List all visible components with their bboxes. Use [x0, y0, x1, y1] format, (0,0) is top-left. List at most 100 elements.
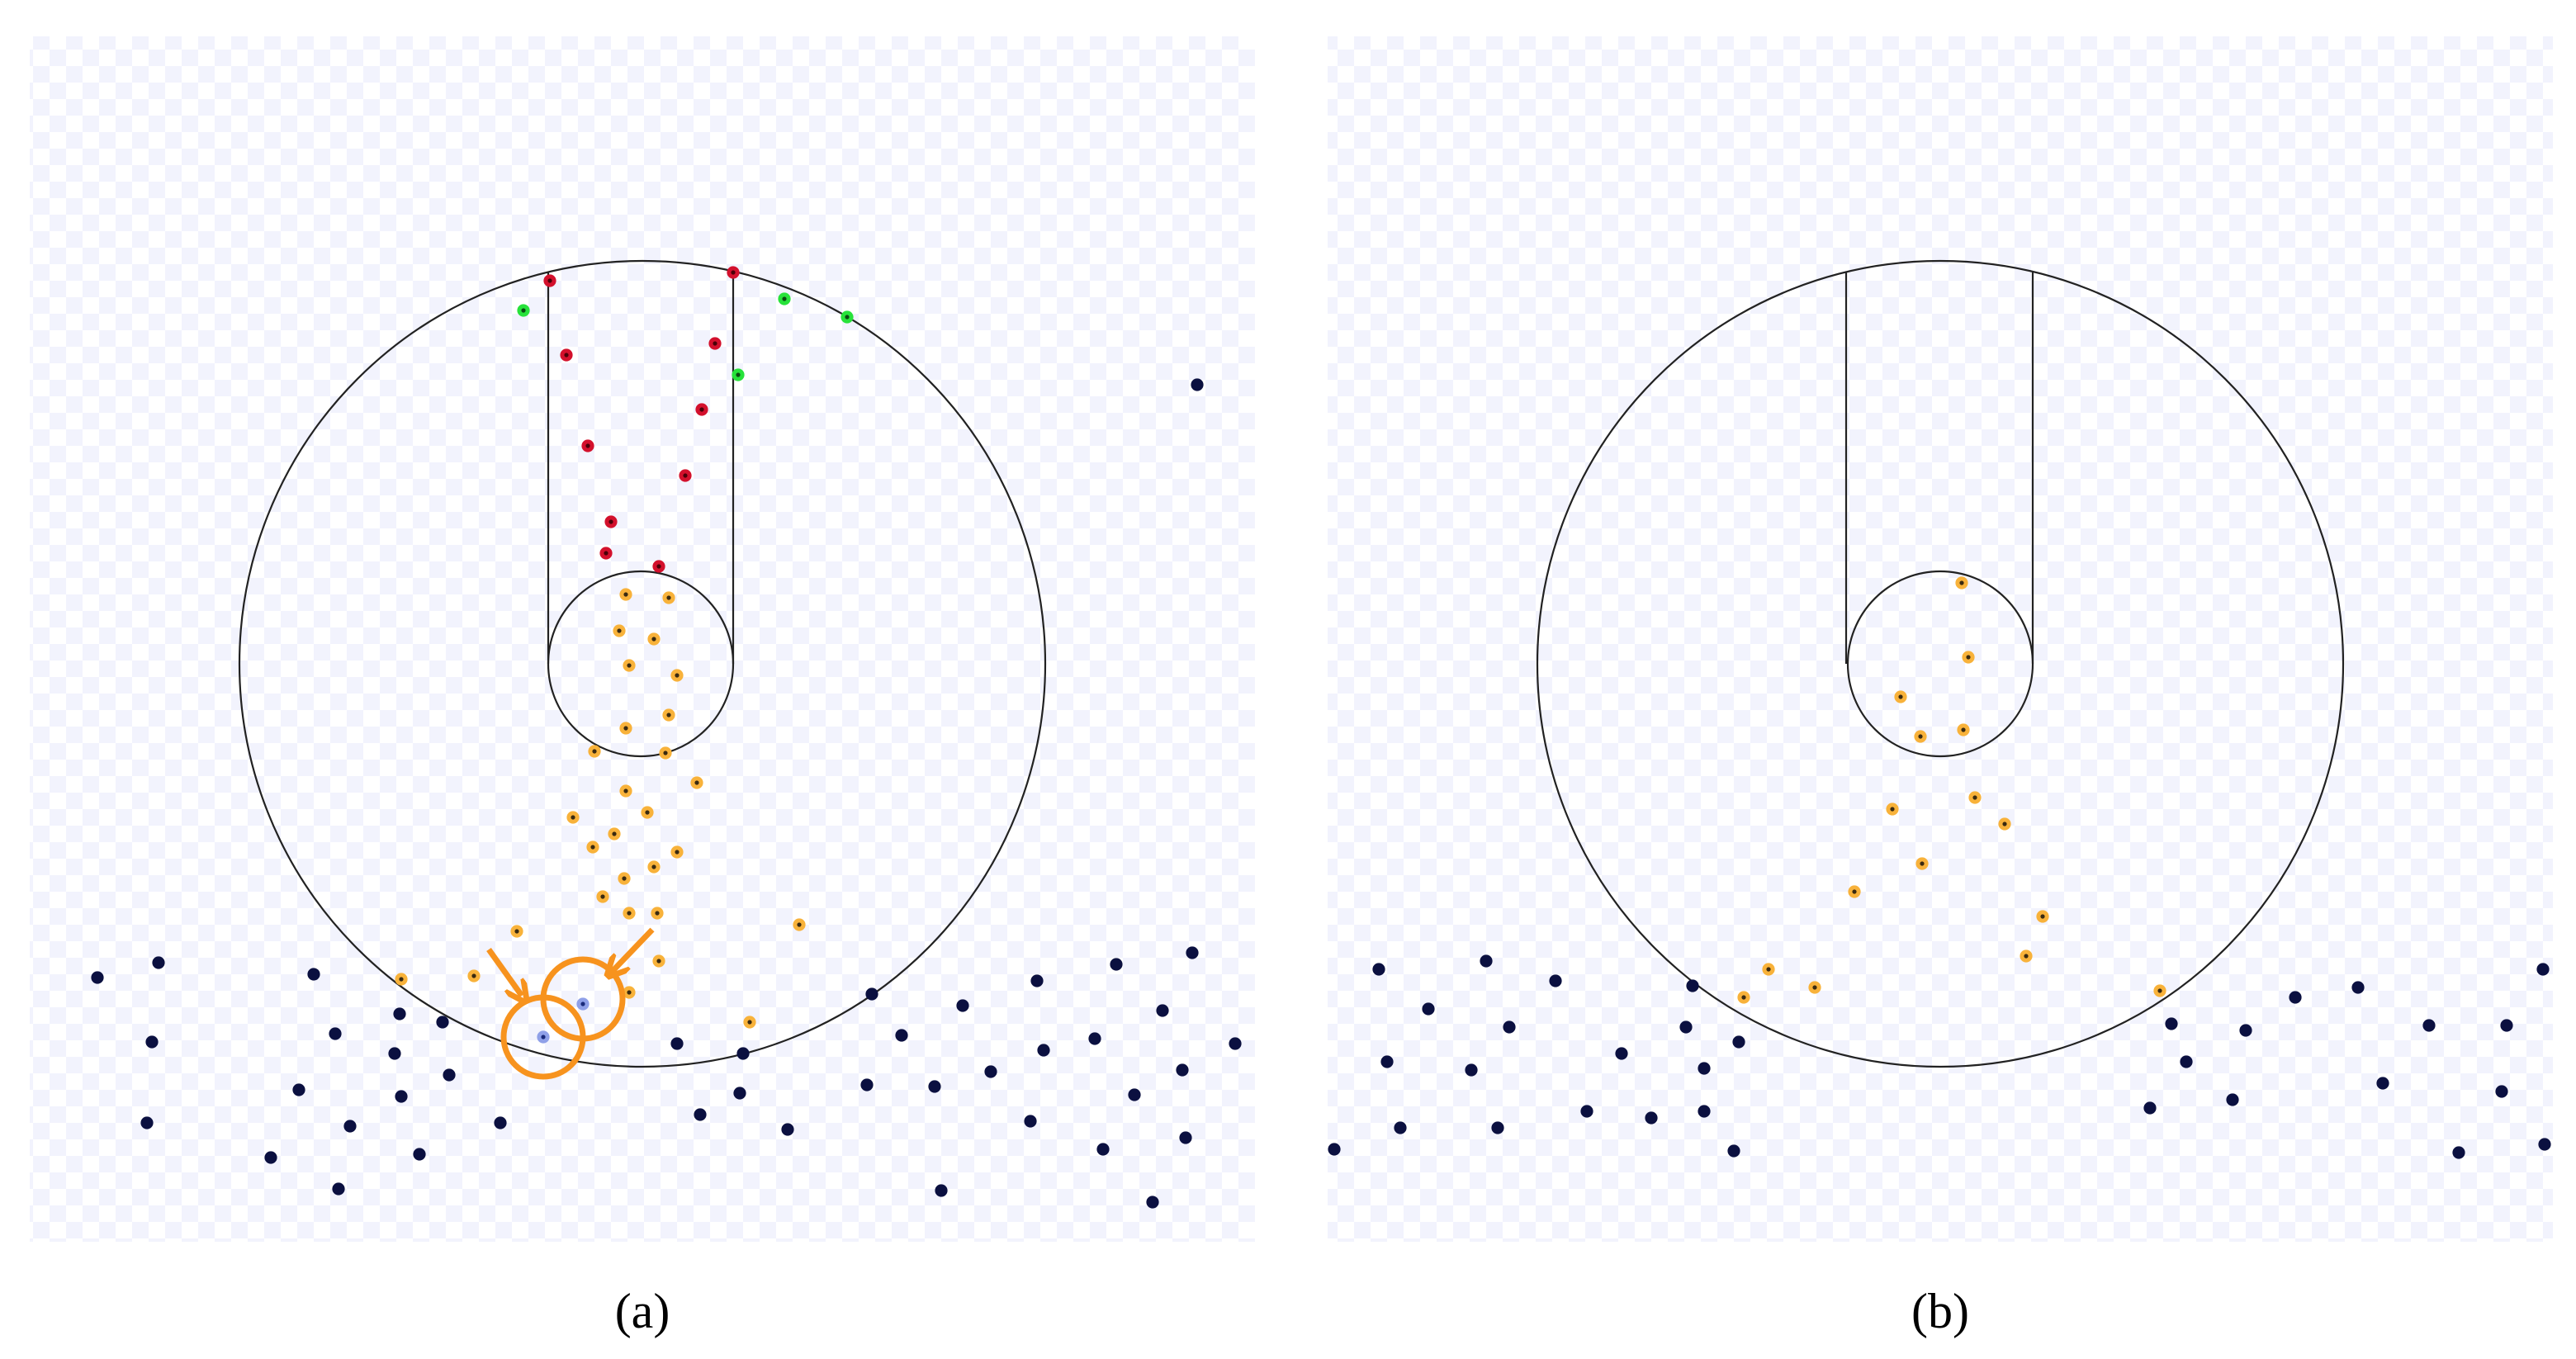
- navy-particle: [1229, 1037, 1242, 1050]
- particle-core: [627, 663, 632, 668]
- navy-particle: [1394, 1121, 1407, 1134]
- particle-core: [736, 372, 741, 377]
- navy-particle: [2165, 1017, 2178, 1030]
- particle-core: [2002, 822, 2007, 826]
- particle-core: [1966, 655, 1971, 660]
- navy-particle: [307, 968, 320, 981]
- particle-core: [627, 990, 632, 995]
- particle-core: [617, 628, 622, 633]
- navy-particle: [152, 956, 165, 969]
- navy-particle: [895, 1029, 908, 1042]
- navy-particle: [1156, 1004, 1169, 1017]
- navy-particle: [1179, 1131, 1192, 1144]
- navy-particle: [1096, 1143, 1110, 1156]
- navy-particle: [1549, 974, 1562, 987]
- navy-particle: [694, 1108, 707, 1121]
- navy-particle: [413, 1148, 426, 1161]
- particle-core: [797, 922, 802, 927]
- navy-particle: [2536, 963, 2550, 976]
- particle-core: [623, 788, 628, 793]
- navy-particle: [1503, 1020, 1516, 1034]
- particle-core: [694, 780, 699, 785]
- particle-core: [666, 713, 671, 717]
- navy-particle: [1146, 1196, 1159, 1209]
- navy-particle: [1128, 1088, 1141, 1101]
- navy-particle: [140, 1116, 154, 1129]
- particle-core: [1972, 795, 1977, 800]
- navy-particle: [1037, 1044, 1050, 1057]
- navy-particle: [1480, 954, 1493, 968]
- particle-core: [645, 810, 650, 815]
- outer-circle: [1536, 259, 2345, 1068]
- navy-particle: [781, 1123, 794, 1136]
- inner-circle: [1846, 570, 2034, 758]
- channel: [547, 272, 735, 664]
- particle-core: [675, 850, 680, 855]
- navy-particle: [2500, 1019, 2513, 1032]
- navy-particle: [1088, 1032, 1101, 1045]
- navy-particle: [343, 1120, 357, 1133]
- panel-label: (b): [1911, 1284, 1969, 1338]
- particle-core: [1898, 694, 1903, 699]
- navy-particle: [145, 1035, 159, 1049]
- particles: [91, 266, 2551, 1209]
- navy-particle: [1191, 378, 1204, 391]
- navy-particle: [436, 1016, 449, 1029]
- navy-particle: [1580, 1105, 1593, 1118]
- particle-core: [399, 977, 404, 982]
- navy-particle: [733, 1087, 746, 1100]
- panel-b-background: [1328, 36, 2553, 1242]
- particle-core: [471, 973, 476, 978]
- particle-core: [622, 876, 627, 881]
- navy-particle: [2289, 991, 2302, 1004]
- navy-particle: [332, 1182, 345, 1196]
- particle-core: [521, 308, 526, 313]
- navy-particle: [2180, 1055, 2193, 1068]
- particle-core: [564, 353, 569, 358]
- navy-particle: [1380, 1055, 1394, 1068]
- particle-core: [656, 959, 661, 964]
- navy-particle: [264, 1151, 277, 1164]
- particle-core: [1812, 985, 1817, 990]
- navy-particle: [494, 1116, 507, 1129]
- navy-particle: [1732, 1035, 1745, 1049]
- channel: [1844, 272, 2034, 664]
- navy-particle: [1422, 1002, 1435, 1016]
- particle-core: [782, 296, 787, 301]
- particle-core: [627, 911, 632, 916]
- navy-particle: [1645, 1111, 1658, 1125]
- particle-core: [1920, 861, 1925, 866]
- particle-core: [663, 751, 668, 755]
- particle-core: [651, 637, 656, 642]
- navy-particle: [2495, 1085, 2508, 1098]
- navy-particle: [2143, 1101, 2157, 1115]
- navy-particle: [1727, 1144, 1740, 1158]
- panel-a-background: [30, 36, 1255, 1242]
- highlight-circle: [540, 956, 626, 1042]
- navy-particle: [736, 1047, 750, 1060]
- particle-core: [1741, 995, 1746, 1000]
- navy-particle: [1686, 979, 1699, 992]
- particle-core: [592, 749, 597, 754]
- navy-particle: [2226, 1093, 2239, 1106]
- particle-core: [2040, 914, 2045, 919]
- particle-core: [747, 1020, 752, 1025]
- particle-core: [666, 595, 671, 600]
- particle-core: [623, 592, 628, 597]
- particle-core: [1766, 967, 1771, 972]
- outer-circle: [238, 259, 1047, 1068]
- panel-a-geometry: [238, 259, 1047, 1068]
- panel-b-geometry: [1536, 259, 2345, 1068]
- particle-core: [604, 551, 608, 556]
- navy-particle: [1698, 1062, 1711, 1075]
- annotation: [486, 927, 655, 1080]
- navy-particle: [395, 1090, 408, 1103]
- arrow: [613, 927, 655, 971]
- particle-core: [514, 929, 519, 934]
- navy-particle: [2422, 1019, 2436, 1032]
- navy-particle: [2452, 1146, 2465, 1159]
- navy-particle: [1698, 1105, 1711, 1118]
- navy-particle: [292, 1083, 305, 1096]
- particle-core: [683, 473, 688, 478]
